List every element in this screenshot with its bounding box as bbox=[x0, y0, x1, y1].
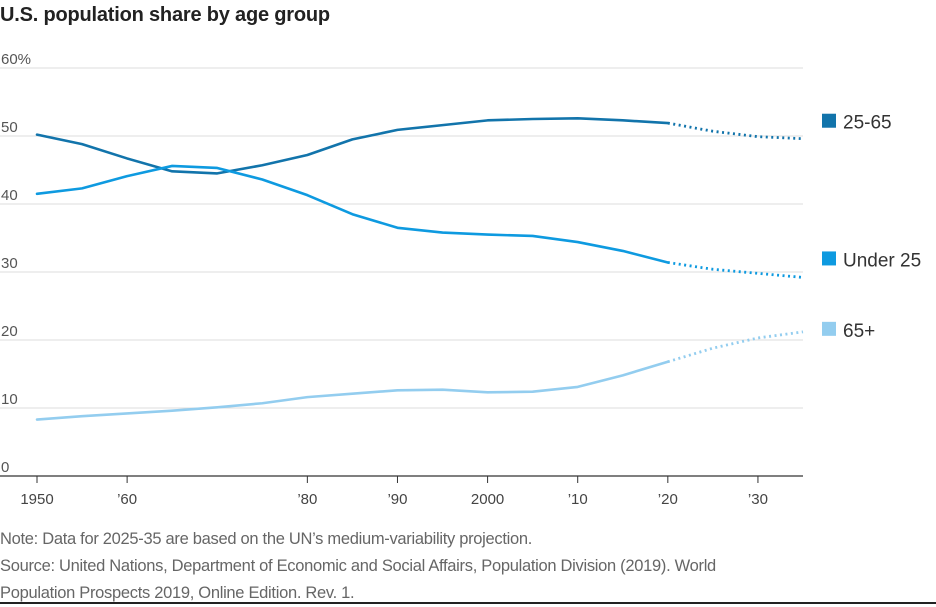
y-tick-label: 0 bbox=[1, 459, 9, 476]
x-tick-label: ’10 bbox=[568, 491, 588, 508]
x-tick-label: ’30 bbox=[748, 491, 768, 508]
legend-label: 25-65 bbox=[843, 113, 892, 134]
chart-title: U.S. population share by age group bbox=[0, 4, 330, 26]
y-tick-label: 40 bbox=[1, 187, 18, 204]
legend-swatch bbox=[822, 321, 836, 336]
chart-notes: Note: Data for 2025-35 are based on the … bbox=[0, 526, 716, 607]
x-tick-label: ’20 bbox=[658, 491, 678, 508]
x-tick-label: 1950 bbox=[20, 491, 53, 508]
y-tick-label: 50 bbox=[1, 119, 18, 136]
x-tick-label: ’60 bbox=[117, 491, 137, 508]
legend-label: 65+ bbox=[843, 321, 875, 342]
series-projection-line bbox=[667, 261, 804, 279]
note-text: Note: Data for 2025-35 are based on the … bbox=[0, 530, 533, 548]
y-tick-label: 60% bbox=[1, 51, 31, 68]
series-projection-line bbox=[667, 121, 804, 141]
legend-swatch bbox=[822, 113, 836, 128]
bottom-rule bbox=[0, 602, 936, 604]
x-tick-label: ’80 bbox=[297, 491, 317, 508]
x-tick-label: ’90 bbox=[387, 491, 407, 508]
y-tick-label: 30 bbox=[1, 255, 18, 272]
series-line bbox=[35, 360, 670, 421]
source-text-line-1: Source: United Nations, Department of Ec… bbox=[0, 557, 716, 575]
series-projection-line bbox=[667, 330, 804, 364]
series-line bbox=[35, 117, 670, 175]
source-text-line-2: Population Prospects 2019, Online Editio… bbox=[0, 584, 355, 602]
x-tick-label: 2000 bbox=[471, 491, 504, 508]
series-line bbox=[35, 164, 670, 264]
y-tick-label: 10 bbox=[1, 391, 18, 408]
legend-swatch bbox=[822, 251, 836, 266]
y-tick-label: 20 bbox=[1, 323, 18, 340]
legend-label: Under 25 bbox=[843, 250, 921, 271]
